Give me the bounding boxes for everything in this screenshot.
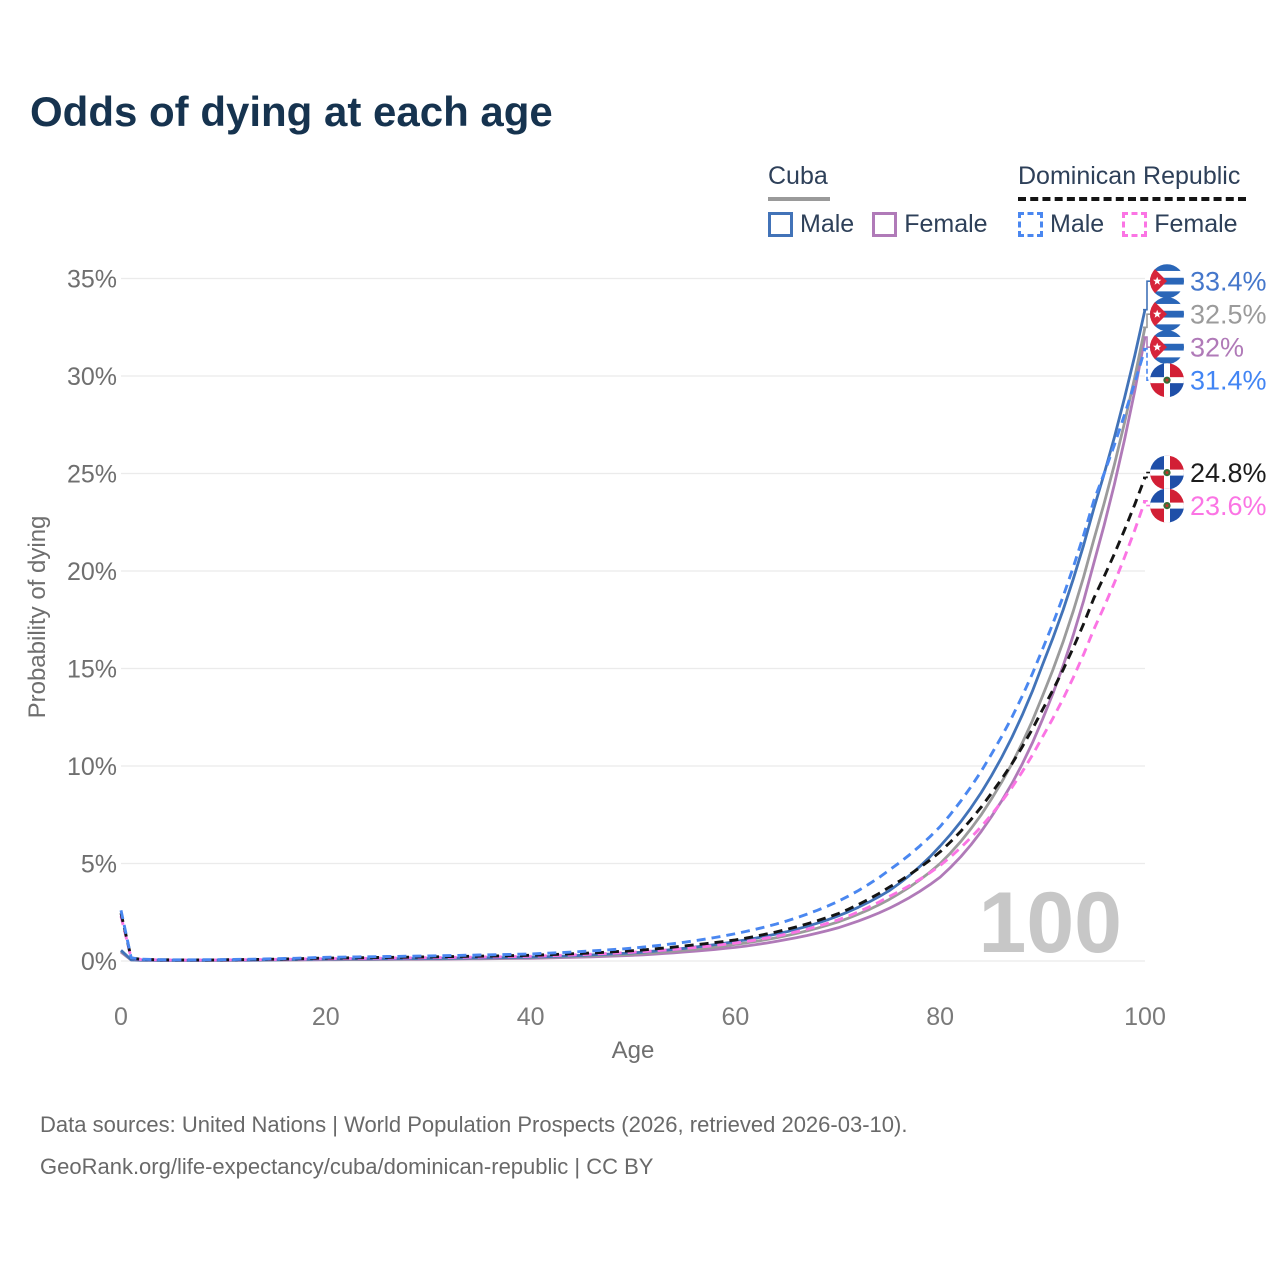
y-tick-label: 30% <box>67 363 117 391</box>
x-axis-title: Age <box>612 1037 655 1064</box>
cuba-male-swatch-icon <box>768 212 793 237</box>
dominican-republic-flag-icon <box>1150 455 1184 490</box>
cuba-female-swatch-icon <box>872 212 898 237</box>
data-source-text: Data sources: United Nations | World Pop… <box>40 1112 908 1137</box>
legend-item-dr-female: Female <box>1122 210 1238 239</box>
label-connector <box>1143 471 1151 479</box>
cuba-flag-icon <box>1150 330 1184 365</box>
legend-group-dominican-republic: Dominican Republic Male Female <box>1018 162 1246 239</box>
page-title: Odds of dying at each age <box>30 88 553 135</box>
series-line-dr-male <box>119 348 1147 962</box>
legend-header-dominican-republic: Dominican Republic <box>1018 162 1241 190</box>
label-connector <box>1143 336 1151 348</box>
label-connector <box>1143 313 1151 329</box>
dominican-republic-flag-icon <box>1150 363 1184 398</box>
dominican-republic-flag-icon <box>1150 488 1184 523</box>
end-value-label-dr-all: 24.8% <box>1190 458 1267 488</box>
series-line-cuba-female <box>120 336 1147 962</box>
end-value-label-dr-male: 31.4% <box>1190 366 1267 396</box>
y-tick-label: 10% <box>67 753 117 781</box>
legend-label: Female <box>904 210 988 238</box>
cuba-flag-icon <box>1150 264 1184 299</box>
cuba-line-style-swatch <box>768 197 830 201</box>
legend-label: Male <box>1050 210 1105 238</box>
series-line-dr-all <box>119 476 1147 962</box>
legend-label: Male <box>800 210 855 238</box>
dr-female-swatch-icon <box>1122 212 1148 237</box>
y-axis-title: Probability of dying <box>24 516 51 719</box>
end-value-label-cuba-all: 32.5% <box>1190 300 1267 330</box>
legend-item-cuba-female: Female <box>872 210 988 239</box>
dominican-republic-line-style-swatch <box>1018 197 1246 201</box>
dr-male-swatch-icon <box>1018 212 1043 237</box>
x-tick-label: 60 <box>721 1003 749 1031</box>
legend-label: Female <box>1154 210 1238 238</box>
series-line-cuba-male <box>120 309 1147 962</box>
attribution-text: GeoRank.org/life-expectancy/cuba/dominic… <box>40 1154 654 1179</box>
legend-item-dr-male: Male <box>1018 210 1104 239</box>
legend-header-cuba: Cuba <box>768 162 828 190</box>
label-connector <box>1143 280 1151 311</box>
end-value-label-dr-female: 23.6% <box>1190 491 1267 521</box>
label-connector <box>1143 347 1151 381</box>
x-tick-label: 40 <box>517 1003 545 1031</box>
y-tick-label: 25% <box>67 461 117 489</box>
end-value-label-cuba-male: 33.4% <box>1190 267 1267 297</box>
age-watermark: 100 <box>979 875 1123 971</box>
legend-item-cuba-male: Male <box>768 210 854 239</box>
x-tick-label: 20 <box>312 1003 340 1031</box>
y-tick-label: 5% <box>81 851 117 879</box>
series-line-cuba-all <box>120 327 1147 962</box>
cuba-flag-icon <box>1150 297 1184 332</box>
legend-group-cuba: Cuba Male Female <box>768 162 988 239</box>
end-value-label-cuba-female: 32% <box>1190 333 1244 363</box>
y-tick-label: 15% <box>67 656 117 684</box>
y-tick-label: 35% <box>67 266 117 294</box>
y-tick-label: 0% <box>81 948 117 976</box>
x-tick-label: 80 <box>926 1003 954 1031</box>
x-tick-label: 100 <box>1124 1003 1166 1031</box>
series-line-dr-female <box>119 500 1147 962</box>
label-connector <box>1143 500 1151 507</box>
y-tick-label: 20% <box>67 558 117 586</box>
x-tick-label: 0 <box>114 1003 128 1031</box>
chart-footer: Data sources: United Nations | World Pop… <box>40 1104 907 1188</box>
